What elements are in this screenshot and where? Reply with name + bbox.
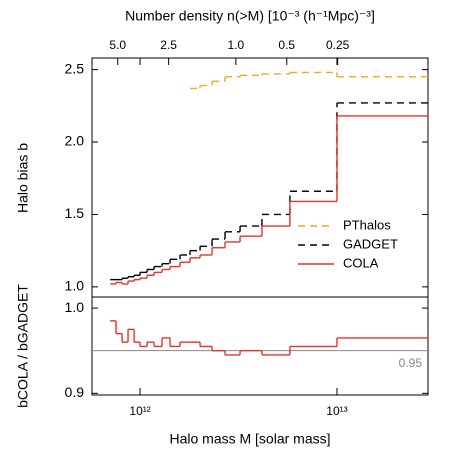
legend-label: COLA (343, 255, 379, 270)
x2-tick-label: 2.5 (160, 38, 177, 52)
x2-axis-label: Number density n(>M) [10⁻³ (h⁻¹Mpc)⁻³] (125, 8, 375, 24)
reference-label: 0.95 (399, 356, 423, 370)
legend-label: GADGET (343, 236, 398, 251)
y-axis-label: Halo bias b (15, 143, 31, 213)
x-tick-label: 10¹² (129, 404, 150, 418)
legend-label: PThalos (343, 217, 391, 232)
x2-tick-label: 1.0 (228, 38, 245, 52)
bottom-panel-frame (91, 296, 429, 396)
y-tick-label: 0.9 (65, 384, 85, 400)
y-tick-label: 1.0 (65, 278, 85, 294)
x2-tick-label: 5.0 (109, 38, 126, 52)
x-axis-label: Halo mass M [solar mass] (169, 431, 330, 447)
y-tick-label: 2.5 (65, 60, 85, 76)
x-tick-label: 10¹³ (326, 404, 347, 418)
y-tick-label: 2.0 (65, 133, 85, 149)
ratio-axis-label: bCOLA / bGADGET (15, 284, 31, 408)
y-tick-label: 1.0 (65, 299, 85, 315)
y-tick-label: 1.5 (65, 205, 85, 221)
x2-tick-label: 0.5 (278, 38, 295, 52)
x2-tick-label: 0.25 (326, 38, 350, 52)
